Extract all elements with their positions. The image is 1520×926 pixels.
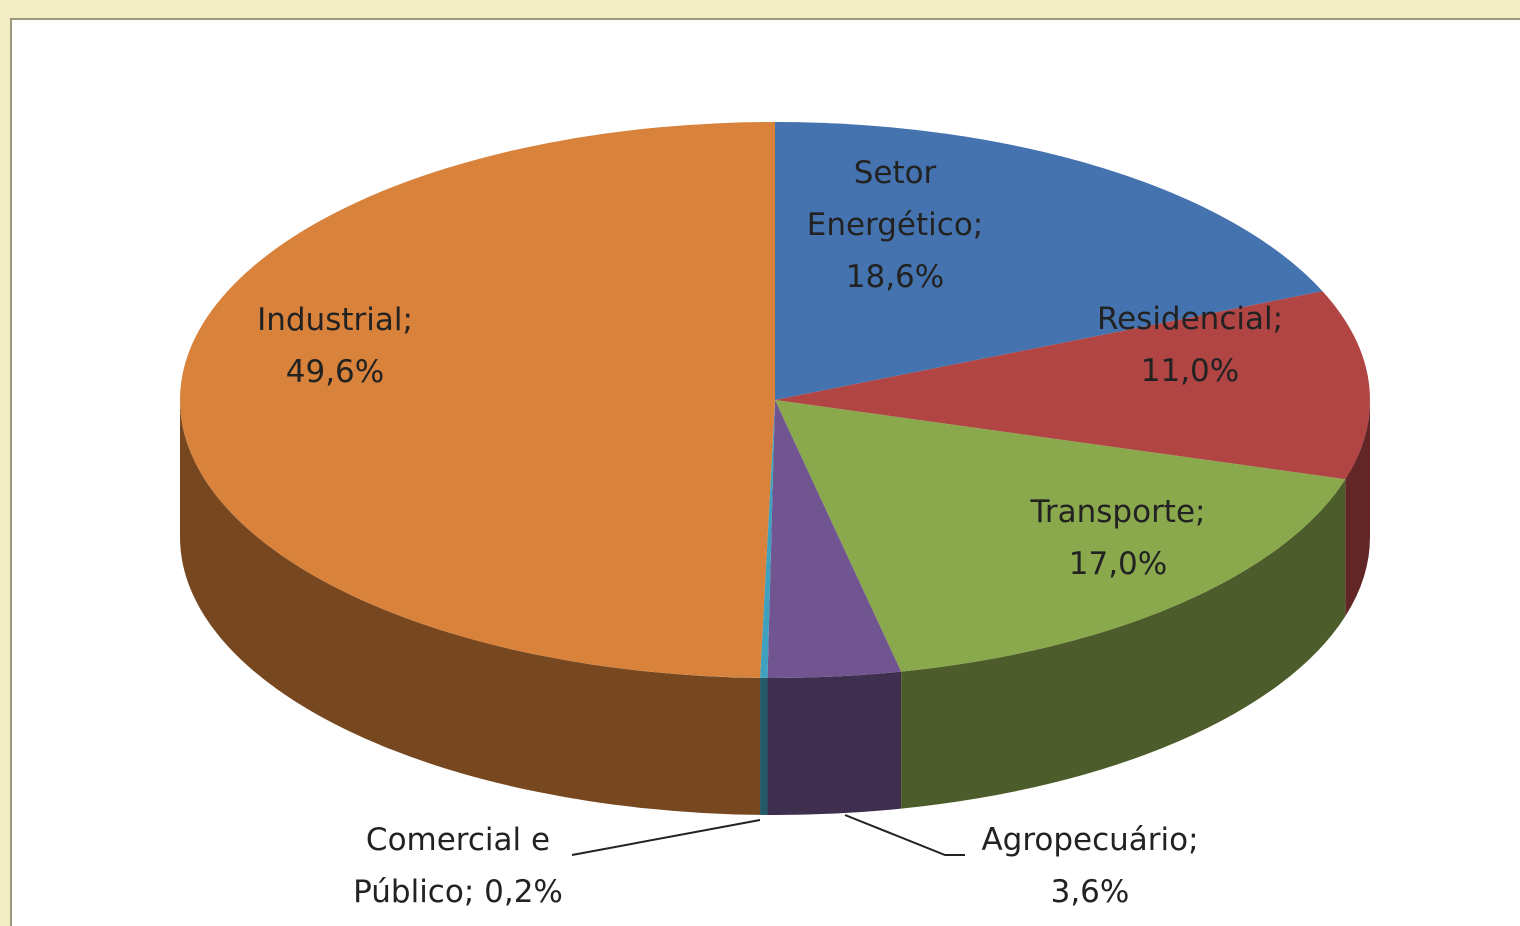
data-label: Agropecuário; 3,6% <box>981 822 1199 910</box>
leader-line <box>571 819 761 856</box>
pie-side <box>1345 400 1370 617</box>
pie-slice <box>760 400 775 678</box>
pie-slice <box>775 291 1370 480</box>
pie-slice <box>767 400 902 678</box>
data-label: Setor Energético; 18,6% <box>806 155 984 295</box>
data-label: Residencial; 11,0% <box>1096 301 1284 389</box>
pie-slice <box>775 400 1346 672</box>
pie-slice <box>179 122 775 678</box>
pie-side <box>901 479 1346 809</box>
data-label: Industrial; 49,6% <box>257 302 413 390</box>
pie-side <box>180 400 761 815</box>
pie-slice <box>775 122 1323 400</box>
pie-side <box>767 671 902 815</box>
data-label: Comercial e Público; 0,2% <box>353 822 563 910</box>
pie-side <box>760 677 768 815</box>
leader-line <box>844 814 965 856</box>
data-label: Transporte; 17,0% <box>1030 494 1206 582</box>
